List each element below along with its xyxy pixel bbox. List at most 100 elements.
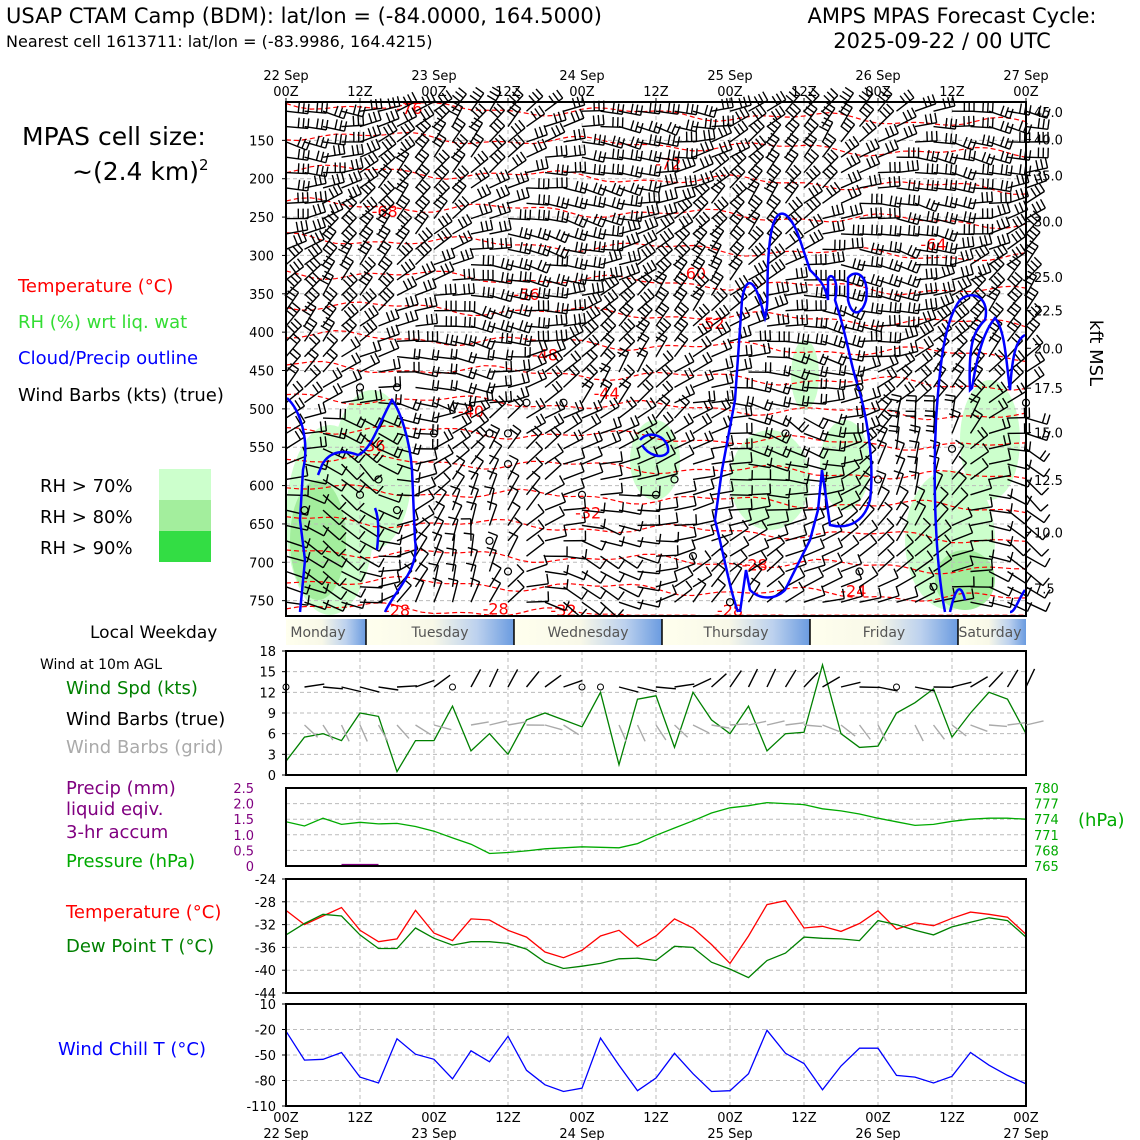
wind-barb-flag [454,335,459,346]
wind-barb-shaft [581,171,604,176]
wind-barb-flag [661,394,671,402]
wind-barb [599,332,615,358]
wind-barb [341,170,363,189]
wind-barb [655,102,680,115]
wind-barb-flag [378,419,385,429]
wind-barb-flag [394,338,400,349]
wind-barb-flag [475,86,485,94]
wind-barb [785,395,810,407]
wind-barb-flag [473,268,476,279]
wind-barb [433,227,453,250]
wind-barb-flag [555,330,558,341]
wind-barb-shaft [822,432,845,439]
wind-barb-shaft [692,125,715,130]
wind-barb [563,429,584,450]
wind-barb-shaft [544,586,567,590]
wind-barb-flag [749,357,753,369]
wind-barb-flag [362,202,371,212]
wind-barb-flag [444,457,452,467]
wind-barb-flag [506,110,516,118]
wind-barb [507,454,519,480]
wind-barb-shaft [544,309,567,315]
wind-barb-flag [929,298,933,309]
wind-barb [711,139,733,158]
wind-barb-flag [899,485,909,493]
wind-barb [378,195,395,220]
wind-barb-flag [535,160,540,171]
wind-barb-shaft [507,490,519,511]
wind-barb-flag [907,244,913,255]
wind-barb-shaft [452,203,470,220]
wind-barb-flag [456,137,465,146]
wind-barb-shaft [822,448,845,452]
wind-barb [877,353,899,373]
top-tick-hour: 00Z [1013,85,1039,100]
wind-barb-flag [716,562,726,571]
wind-barb-shaft [377,262,393,281]
wind-barb-flag [805,482,809,493]
wind-barb [470,166,490,189]
wind-barb [674,566,694,588]
wind-barb-shaft [766,542,785,557]
wind-barb-flag [490,309,496,320]
wind-barb-flag [307,351,316,360]
wind-barb-flag [940,486,949,495]
wind-barb-flag [837,353,843,364]
wind-barb-flag [722,304,730,314]
wind-barb-flag [907,212,912,223]
wind-barb-flag [438,152,447,161]
wind-barb-flag [924,364,933,374]
wind-barb-shaft [489,384,512,389]
wind-barb [507,288,533,301]
wind-barb [304,333,321,358]
wind-barb-flag [320,263,330,271]
wind-barb-flag [537,274,543,285]
wind-barb-flag [321,576,329,586]
wind-barb-flag [415,186,425,195]
wind-barb-flag [450,363,453,374]
wind-barb [600,482,624,496]
wind-barb [933,534,952,557]
wind-barb-shaft [803,340,826,346]
wind-barb [618,415,640,435]
wind-barb-flag [626,364,635,373]
wind-barb-flag [818,567,825,577]
cross-section-panel: -76-72-68-64-60-56-52-48-44-40-36-32-28-… [249,86,1106,620]
wind-barb [888,409,900,434]
wind-barb-shaft [933,156,955,165]
wind-barb-flag [476,440,485,448]
wind-barb [822,456,847,468]
wind-barb [637,397,657,419]
wind-barb [877,409,893,434]
wind-barb-shaft [674,195,696,204]
wind-barb-flag [658,152,662,163]
wind-barb-flag [500,186,506,197]
wind-barb-flag [821,140,831,148]
wind-barb-flag [855,475,862,486]
wind-barb-shaft [599,339,615,358]
wind-barb-flag [571,415,579,425]
wind-barb-flag [574,110,581,121]
wind-barb-flag [519,333,523,344]
wind-barb [618,586,644,598]
wind-barb-shaft [433,386,456,392]
wind-barb-shaft [655,593,677,603]
wind-barb-shaft [544,263,567,267]
wind-barb-flag [344,255,354,263]
wind-barb-shaft [618,294,636,312]
wind-barb-flag [579,242,583,253]
wind-barb [304,230,325,250]
wind-barb-flag [342,232,351,241]
wind-barb-flag [458,234,465,245]
wind-barb-shaft [322,570,341,587]
wind-barb-flag [486,321,491,332]
wind-barb-shaft [304,411,326,419]
wind-barb-shaft [433,551,444,572]
wind-barb-shaft [822,561,843,573]
wind-barb-flag [396,435,404,445]
wind-barb-flag [601,362,611,369]
wind-barb-flag [511,156,519,167]
wind-barb [933,263,956,281]
wind-barb-flag [372,126,377,137]
wind-barb-shaft [396,266,416,281]
